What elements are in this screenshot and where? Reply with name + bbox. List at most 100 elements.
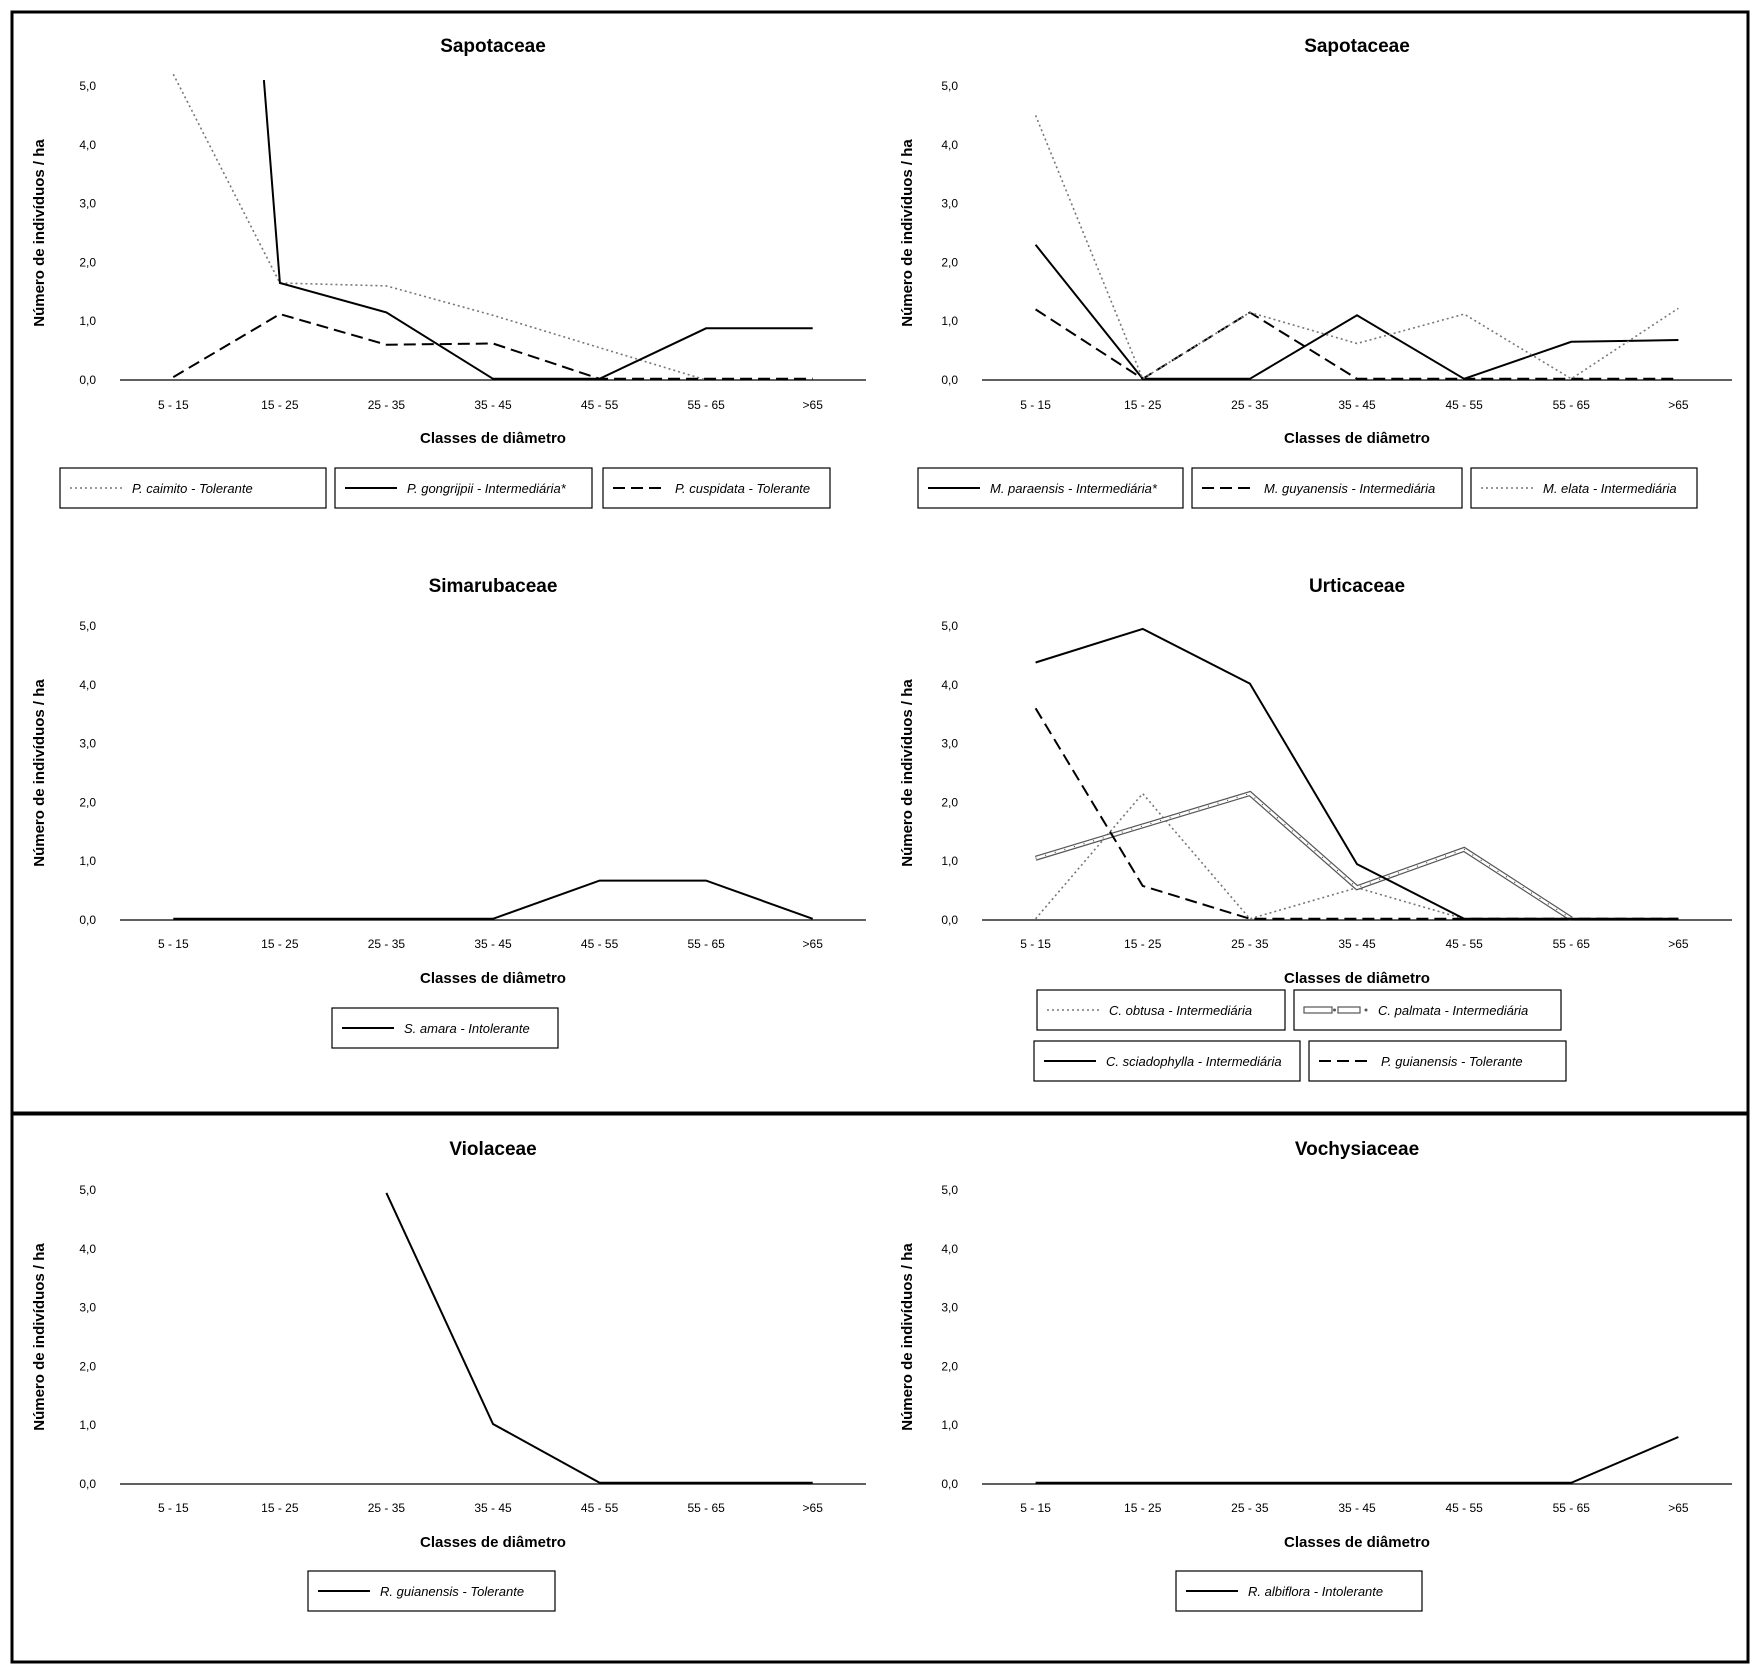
legend-box [1191,467,1463,509]
x-tick-label: 35 - 45 [474,937,512,951]
legend-item: M. paraensis - Intermediária* [917,467,1184,509]
chart-title: Vochysiaceae [1295,1139,1419,1160]
series-line [1034,790,1573,921]
chart-title: Urticaceae [1309,576,1405,597]
x-tick-label: 45 - 55 [581,1501,619,1515]
series-line [1035,1436,1679,1484]
x-axis-label: Classes de diâmetro [420,430,566,447]
series-line [172,73,707,381]
y-tick-label: 1,0 [941,854,958,868]
x-tick-label: 45 - 55 [581,937,619,951]
x-tick-label: 15 - 25 [1124,937,1162,951]
x-tick-label: 35 - 45 [1338,398,1376,412]
x-tick-label: 5 - 15 [158,937,189,951]
y-tick-label: 1,0 [79,314,96,328]
y-tick-label: 5,0 [79,1183,96,1197]
y-tick-label: 1,0 [941,314,958,328]
frame-bottom [10,1111,1750,1664]
x-tick-label: 55 - 65 [687,1501,725,1515]
legend-label: R. guianensis - Tolerante [380,1584,524,1599]
x-tick-label: 25 - 35 [1231,937,1269,951]
y-tick-label: 3,0 [941,737,958,751]
y-tick-label: 3,0 [79,1301,96,1315]
x-tick-label: 15 - 25 [261,937,299,951]
legend-box [1470,467,1698,509]
x-tick-label: 55 - 65 [1553,937,1591,951]
legend-item: P. gongrijpii - Intermediária* [334,467,593,509]
legend-label: M. paraensis - Intermediária* [990,481,1158,496]
legend-label: M. elata - Intermediária [1543,481,1677,496]
legend-item: P. cuspidata - Tolerante [602,467,831,509]
series-line [172,313,813,380]
legend-item: P. caimito - Tolerante [59,467,327,509]
y-tick-label: 3,0 [79,197,96,211]
x-tick-label: 5 - 15 [1020,937,1051,951]
x-tick-label: 25 - 35 [368,1501,406,1515]
legend-label: R. albiflora - Intolerante [1248,1584,1383,1599]
x-tick-label: 55 - 65 [687,398,725,412]
y-tick-label: 4,0 [79,1242,96,1256]
y-tick-label: 4,0 [79,138,96,152]
legend-swatch-dot [1333,1008,1336,1012]
x-tick-label: >65 [803,937,824,951]
chart-title: Sapotaceae [440,36,546,57]
y-tick-label: 0,0 [941,913,958,927]
x-tick-label: >65 [803,398,824,412]
series-line [1034,707,1679,920]
y-tick-label: 1,0 [79,854,96,868]
chart-panel-3: Simarubaceae 0,0 1,0 2,0 3,0 4,0 5,0 5 - 15 15 -… [31,576,866,1049]
x-tick-label: 35 - 45 [1338,937,1376,951]
chart-panel-6: Vochysiaceae 0,0 1,0 2,0 3,0 4,0 5,0 5 - 15 15 -… [899,1139,1732,1612]
y-tick-label: 2,0 [79,255,96,269]
series-line [1035,627,1679,920]
legend-label: P. caimito - Tolerante [132,481,253,496]
series-line-inner [1035,792,1573,920]
x-tick-label: 15 - 25 [1124,1501,1162,1515]
y-tick-label: 0,0 [79,913,96,927]
x-tick-label: 25 - 35 [368,937,406,951]
series-line [1035,308,1679,380]
x-tick-label: 35 - 45 [474,398,512,412]
x-axis-label: Classes de diâmetro [1284,970,1430,987]
series-line [1034,115,1679,380]
legend-box [1308,1040,1567,1082]
legend-box [334,467,593,509]
y-tick-label: 2,0 [941,795,958,809]
legend-item: C. palmata - Intermediária [1293,989,1562,1031]
y-tick-label: 0,0 [79,373,96,387]
y-tick-label: 1,0 [79,1418,96,1432]
x-axis-label: Classes de diâmetro [420,970,566,987]
x-tick-label: 45 - 55 [1445,937,1483,951]
chart-panel-2: Sapotaceae 0,0 1,0 2,0 3,0 4,0 5,0 5 - 15 15 - 2… [899,36,1732,509]
legend-label: M. guyanensis - Intermediária [1264,481,1435,496]
y-tick-label: 5,0 [79,79,96,93]
chart-title: Simarubaceae [429,576,558,597]
x-tick-label: 5 - 15 [1020,1501,1051,1515]
legend-item: R. guianensis - Tolerante [307,1570,556,1612]
y-tick-label: 1,0 [941,1418,958,1432]
y-tick-label: 3,0 [941,197,958,211]
y-tick-label: 5,0 [941,79,958,93]
legend-item: C. obtusa - Intermediária [1036,989,1286,1031]
y-tick-label: 3,0 [941,1301,958,1315]
legend-label: C. sciadophylla - Intermediária [1106,1054,1282,1069]
y-tick-label: 4,0 [941,1242,958,1256]
y-tick-label: 2,0 [941,1359,958,1373]
y-tick-label: 4,0 [941,678,958,692]
y-axis-label: Número de indivíduos / ha [899,139,916,327]
series-line [173,879,814,920]
x-tick-label: 15 - 25 [261,1501,299,1515]
legend-item: P. guianensis - Tolerante [1308,1040,1567,1082]
x-tick-label: 5 - 15 [158,398,189,412]
chart-title: Sapotaceae [1304,36,1410,57]
series-line [1034,244,1679,380]
legend-label: P. cuspidata - Tolerante [675,481,810,496]
y-tick-label: 5,0 [79,619,96,633]
chart-title: Violaceae [449,1139,536,1160]
y-tick-label: 2,0 [79,795,96,809]
y-tick-label: 4,0 [79,678,96,692]
y-axis-label: Número de indivíduos / ha [899,679,916,867]
y-axis-label: Número de indivíduos / ha [31,679,48,867]
legend-item: R. albiflora - Intolerante [1175,1570,1423,1612]
